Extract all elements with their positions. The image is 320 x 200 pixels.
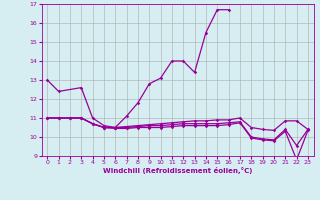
X-axis label: Windchill (Refroidissement éolien,°C): Windchill (Refroidissement éolien,°C) bbox=[103, 167, 252, 174]
